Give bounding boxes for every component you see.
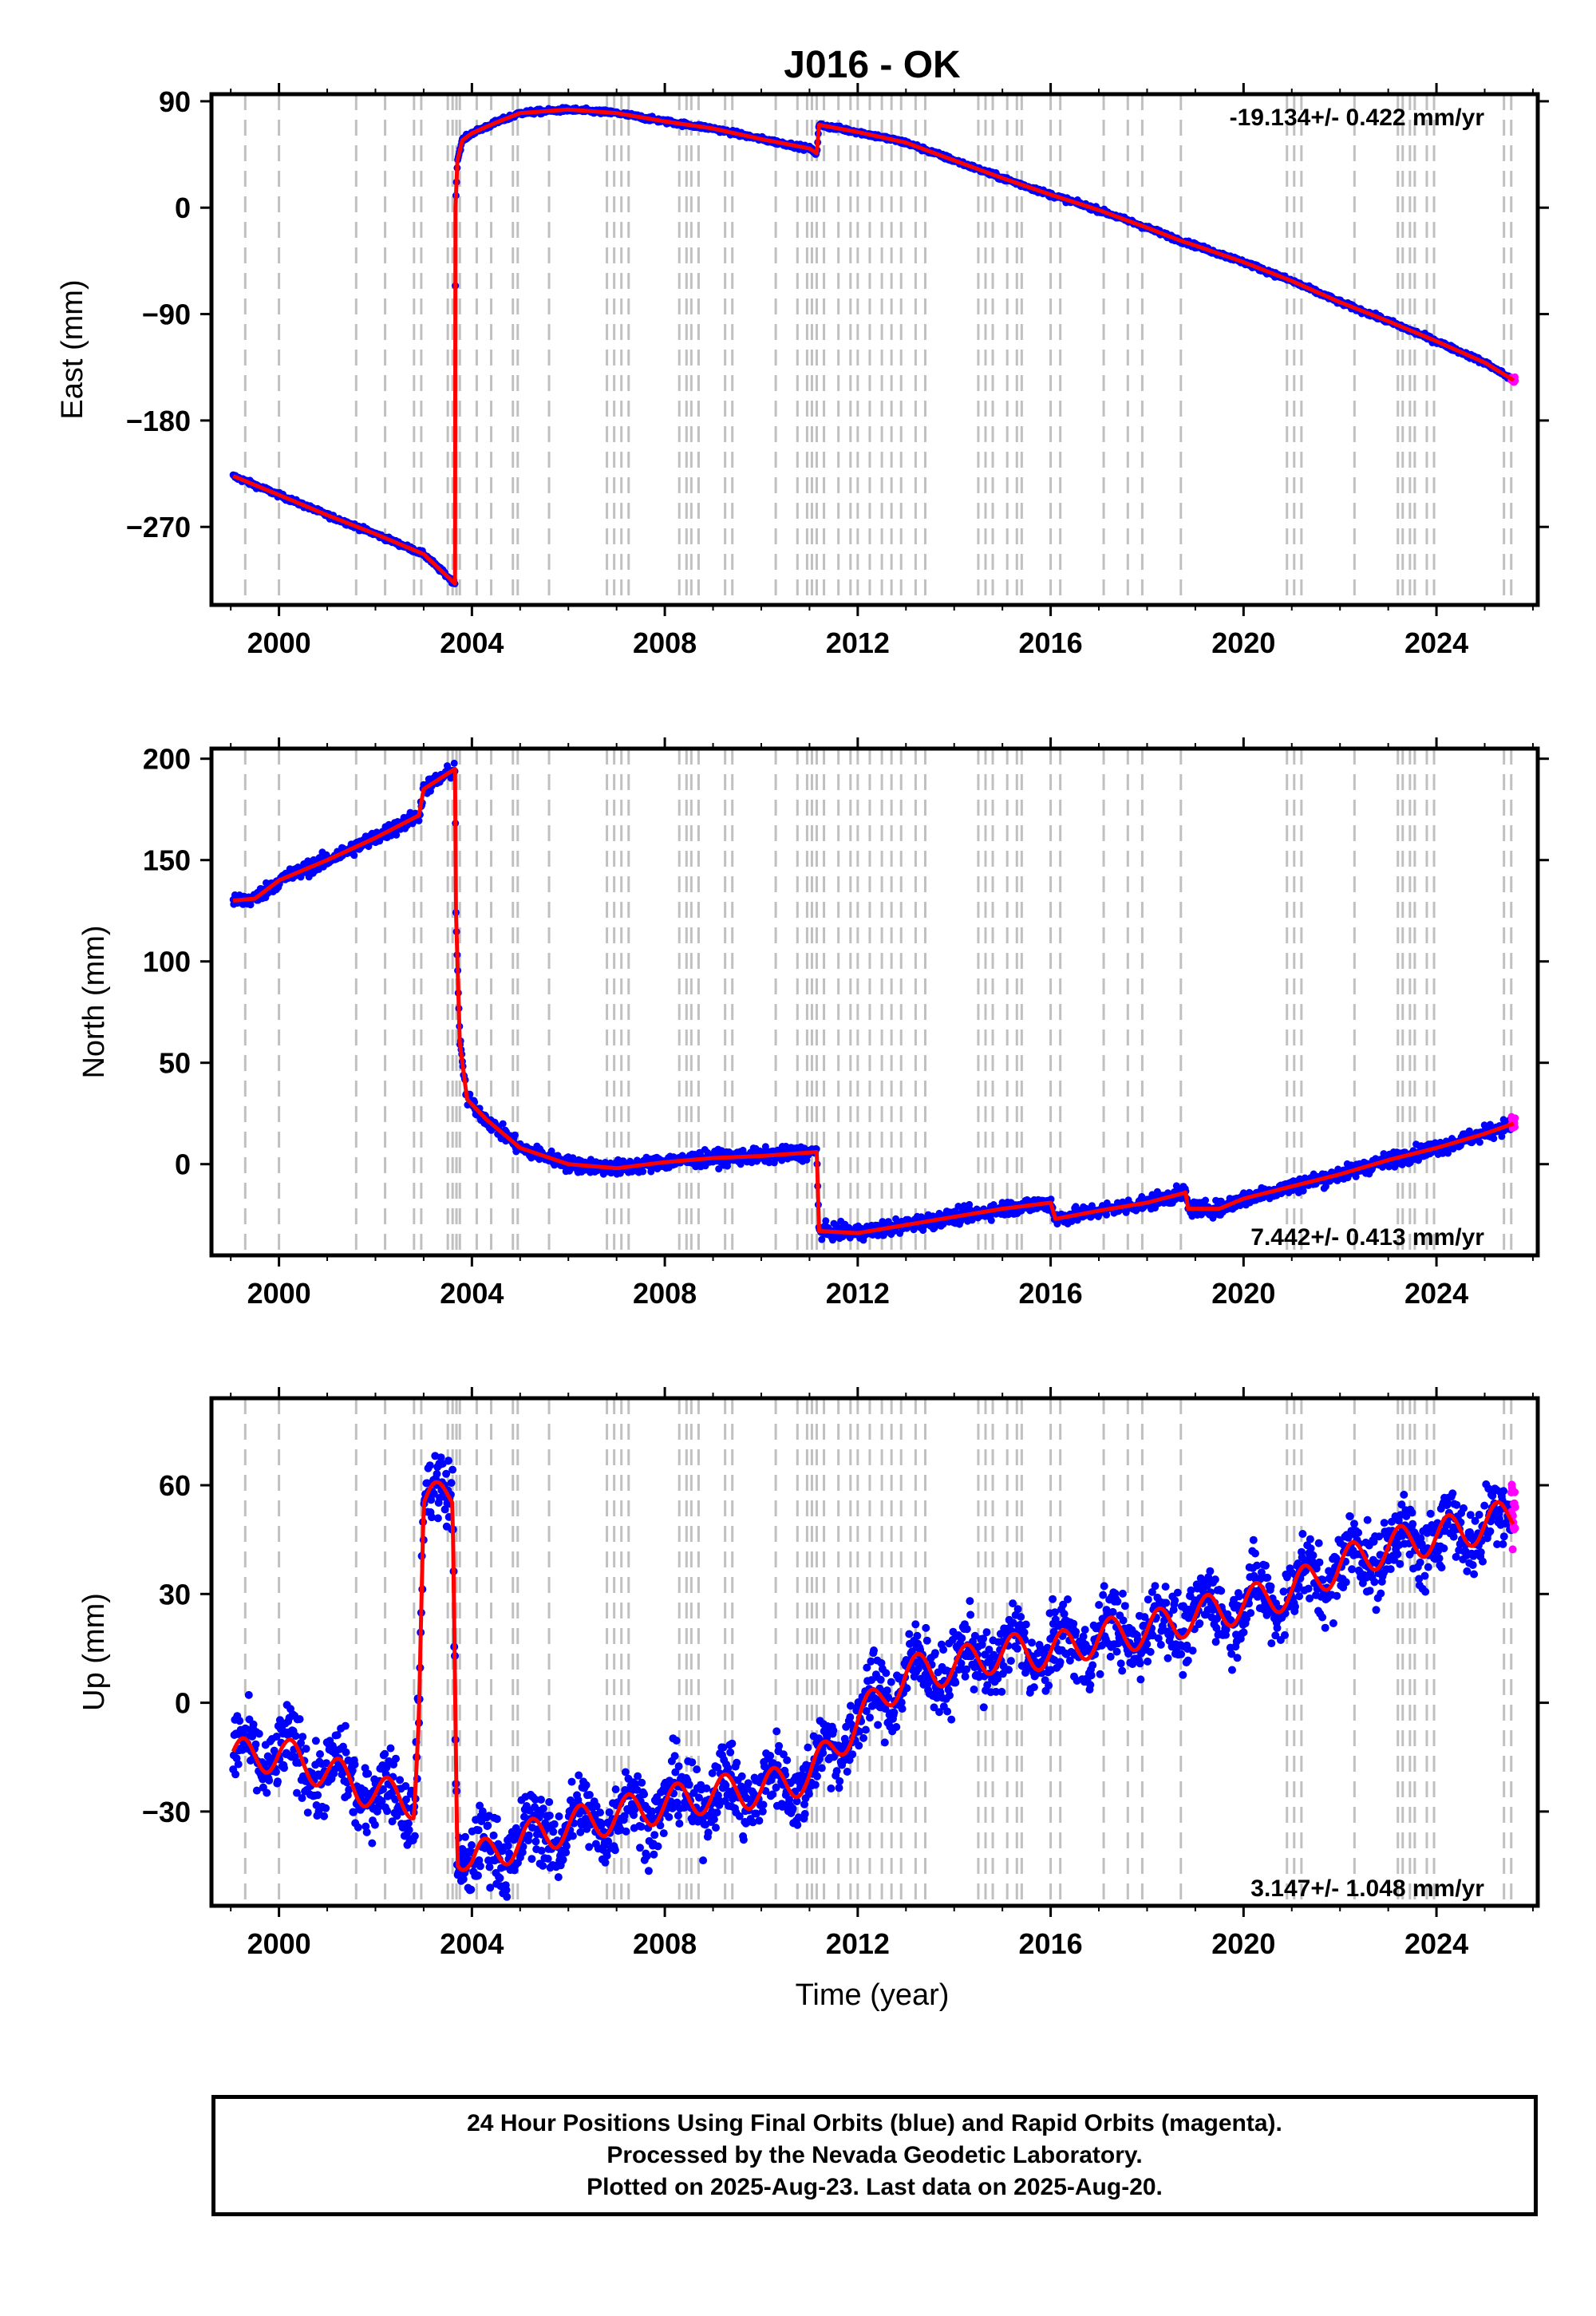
data-point xyxy=(350,852,358,860)
data-point xyxy=(1444,1149,1452,1157)
x-tick-label: 2008 xyxy=(633,1277,697,1310)
rate-label: -19.134+/- 0.422 mm/yr xyxy=(1230,105,1485,131)
y-axis: 200 150 100 50 0 xyxy=(143,743,1549,1181)
y-axis-label: North (mm) xyxy=(77,925,111,1078)
rate-label: 7.442+/- 0.413 mm/yr xyxy=(1250,1224,1484,1251)
data-point xyxy=(280,1764,288,1773)
data-point xyxy=(291,1732,300,1741)
x-tick-label: 2016 xyxy=(1019,626,1083,659)
model-line xyxy=(232,107,1515,586)
y-axis-label: East (mm) xyxy=(56,279,89,419)
data-point xyxy=(274,1777,282,1786)
data-point xyxy=(244,1690,253,1699)
data-point xyxy=(818,1235,826,1243)
data-point xyxy=(316,1750,324,1758)
x-tick-label: 2000 xyxy=(247,626,311,659)
data-point xyxy=(249,1720,258,1729)
y-tick-label: 90 xyxy=(159,85,191,118)
x-tick-label: 2004 xyxy=(440,1277,504,1310)
plot-frame xyxy=(209,92,1540,607)
data-point xyxy=(1103,1211,1111,1219)
x-tick-label: 2016 xyxy=(1019,1277,1083,1310)
model-line xyxy=(232,766,1515,1235)
rapid-point xyxy=(1511,1114,1519,1122)
data-point xyxy=(1385,1163,1393,1171)
y-tick-label: 0 xyxy=(175,192,191,224)
x-tick-label: 2008 xyxy=(633,626,697,659)
data-point xyxy=(715,1165,723,1173)
y-tick-label: −90 xyxy=(142,298,191,331)
data-point xyxy=(511,1131,519,1139)
x-tick-label: 2020 xyxy=(1211,1277,1275,1310)
data-point xyxy=(265,1777,274,1784)
data-point xyxy=(302,1745,310,1753)
x-tick-label: 2024 xyxy=(1404,1277,1468,1310)
x-tick-label: 2020 xyxy=(1211,626,1275,659)
y-tick-label: 0 xyxy=(175,1148,191,1181)
data-point xyxy=(247,901,255,909)
y-tick-label: 50 xyxy=(159,1047,191,1080)
data-point xyxy=(987,1216,995,1224)
x-tick-label: 2012 xyxy=(826,626,890,659)
y-tick-label: 100 xyxy=(143,946,191,978)
data-point xyxy=(295,1715,304,1724)
data-point xyxy=(234,1760,243,1769)
data-point xyxy=(1299,1187,1307,1195)
data-point xyxy=(822,1217,830,1225)
y-tick-label: 150 xyxy=(143,844,191,877)
data-point xyxy=(232,1754,241,1763)
data-point xyxy=(647,1168,655,1176)
data-point xyxy=(415,816,423,824)
plot-frame xyxy=(209,746,1540,1258)
data-point xyxy=(499,1120,507,1128)
x-tick-label: 2012 xyxy=(826,1277,890,1310)
chart-title: J016 - OK xyxy=(784,44,961,86)
data-point xyxy=(303,1808,312,1817)
data-point xyxy=(639,1168,647,1176)
y-tick-label: −180 xyxy=(126,405,191,437)
x-tick-label: 2004 xyxy=(440,626,504,659)
data-point xyxy=(311,1737,320,1745)
data-point xyxy=(1486,1120,1494,1128)
data-point xyxy=(314,1791,322,1800)
x-tick-label: 2000 xyxy=(247,1277,311,1310)
data-point xyxy=(1498,1132,1506,1140)
data-point xyxy=(263,1788,271,1797)
data-point xyxy=(450,759,458,767)
data-point xyxy=(1198,1211,1205,1219)
data-point xyxy=(1476,1138,1483,1146)
data-point xyxy=(765,1159,773,1167)
data-point xyxy=(272,1733,281,1741)
data-point xyxy=(1490,1135,1498,1143)
data-point xyxy=(252,1786,261,1795)
data-point xyxy=(235,1717,244,1725)
y-axis: 90 0 −90 −180 −270 xyxy=(126,85,1549,543)
y-tick-label: −270 xyxy=(126,511,191,543)
data-point xyxy=(298,1733,307,1741)
data-point xyxy=(293,1788,301,1797)
x-tick-label: 2024 xyxy=(1404,626,1468,659)
data-point xyxy=(297,1739,305,1747)
data-point xyxy=(968,1216,976,1224)
data-point xyxy=(251,1740,260,1749)
x-axis: 2000 2004 2008 2012 2016 2020 2024 xyxy=(230,83,1534,659)
x-axis: 2000 2004 2008 2012 2016 2020 2024 xyxy=(230,737,1534,1310)
data-point xyxy=(231,1770,240,1779)
y-tick-label: 200 xyxy=(143,743,191,776)
data-point xyxy=(298,1794,306,1802)
east-panel: 2000 2004 2008 2012 2016 2020 2024 90 0 −90 −180 −2… xyxy=(56,83,1549,659)
data-point xyxy=(271,1768,280,1777)
north-panel: 2000 2004 2008 2012 2016 2020 2024 200 150 100 50 0… xyxy=(77,737,1549,1310)
data-point xyxy=(1202,1196,1210,1204)
event-lines xyxy=(243,94,1513,605)
data-point xyxy=(255,1729,263,1738)
